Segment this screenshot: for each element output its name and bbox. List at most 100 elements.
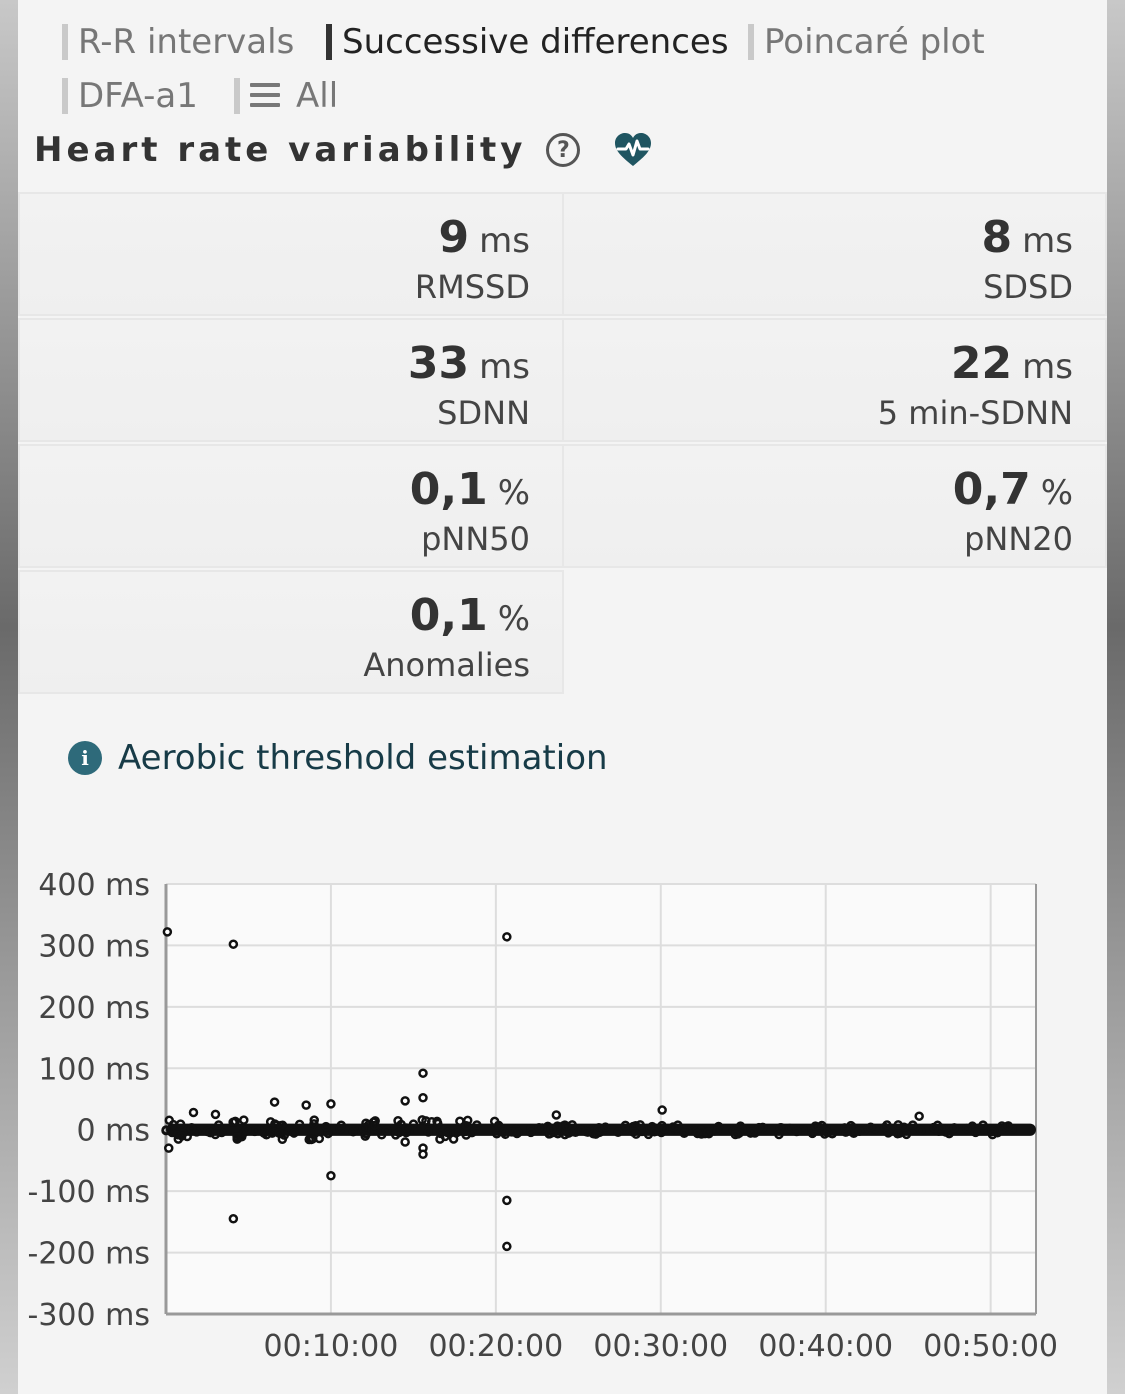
tab-all[interactable]: All	[234, 76, 338, 116]
outlier-point	[418, 1068, 428, 1078]
window-edge-right	[1107, 0, 1125, 1394]
metric-unit: ms	[479, 347, 530, 387]
data-point	[1003, 1121, 1014, 1131]
aerobic-threshold-link[interactable]: i Aerobic threshold estimation	[68, 738, 608, 778]
data-point	[489, 1116, 500, 1127]
data-point	[228, 1117, 238, 1127]
tab-successive-differences[interactable]: Successive differences	[326, 22, 729, 62]
data-point	[892, 1128, 903, 1139]
metric-rmssd: 9 ms RMSSD	[18, 192, 564, 316]
help-icon[interactable]: ?	[546, 133, 581, 167]
data-point	[213, 1120, 224, 1130]
data-point	[546, 1124, 557, 1134]
y-tick-label: -200 ms	[28, 1237, 150, 1272]
metric-unit: ms	[1022, 221, 1073, 261]
data-point	[668, 1122, 678, 1132]
data-point	[251, 1125, 261, 1136]
data-point	[274, 1128, 284, 1138]
y-tick-label: 0 ms	[77, 1114, 150, 1149]
data-point	[370, 1120, 380, 1131]
data-point	[306, 1134, 317, 1145]
data-point	[360, 1131, 370, 1141]
data-point	[747, 1126, 758, 1137]
data-point	[822, 1127, 833, 1138]
section-header: Heart rate variability ?	[34, 126, 652, 174]
metric-5min-sdnn: 22 ms 5 min-SDNN	[562, 318, 1107, 442]
metric-label: Anomalies	[363, 646, 530, 684]
tab-label: DFA-a1	[78, 76, 198, 116]
metric-label: pNN50	[421, 520, 530, 558]
data-point	[659, 1124, 670, 1134]
data-point	[309, 1115, 319, 1125]
outlier-point	[228, 1214, 239, 1224]
data-point	[545, 1129, 555, 1139]
data-point	[949, 1123, 959, 1133]
outlier-point	[163, 1143, 174, 1153]
tab-poincare-plot[interactable]: Poincaré plot	[748, 22, 985, 62]
metric-unit: %	[1040, 473, 1073, 513]
data-point	[970, 1127, 981, 1138]
metric-unit: ms	[1022, 347, 1073, 387]
outlier-point	[210, 1109, 221, 1120]
metric-unit: %	[497, 473, 530, 513]
data-point	[961, 1123, 972, 1134]
data-point	[827, 1129, 838, 1139]
outlier-point	[418, 1093, 428, 1103]
y-tick-label: 300 ms	[38, 929, 150, 964]
x-tick-label: 00:40:00	[758, 1329, 893, 1364]
outlier-point	[269, 1097, 280, 1107]
data-point	[757, 1122, 768, 1133]
tab-label: All	[296, 76, 339, 116]
x-tick-label: 00:50:00	[923, 1329, 1058, 1364]
page-title: Heart rate variability	[34, 130, 527, 170]
tab-rr-intervals[interactable]: R-R intervals	[62, 22, 294, 62]
heart-pulse-icon	[615, 133, 652, 166]
data-point	[348, 1127, 358, 1137]
tab-label: Successive differences	[342, 22, 729, 62]
metric-label: pNN20	[964, 520, 1073, 558]
outlier-point	[228, 939, 239, 949]
data-point	[649, 1126, 660, 1137]
outlier-point	[502, 1195, 512, 1206]
data-point	[635, 1120, 645, 1130]
tab-label: Poincaré plot	[764, 22, 985, 62]
data-point	[526, 1127, 536, 1138]
data-point	[336, 1120, 346, 1130]
data-point	[754, 1122, 764, 1133]
tab-dfa-a1[interactable]: DFA-a1	[62, 76, 198, 116]
data-point	[401, 1127, 411, 1138]
data-point	[370, 1116, 380, 1126]
data-point	[712, 1125, 722, 1136]
aerobic-threshold-label: Aerobic threshold estimation	[118, 738, 608, 778]
data-point	[164, 1115, 175, 1126]
data-point	[381, 1125, 392, 1135]
metric-value: 9	[438, 212, 470, 263]
plot-area	[166, 884, 1036, 1314]
data-point	[461, 1120, 472, 1131]
hrv-panel: R-R intervals Successive differences Poi…	[18, 0, 1107, 1394]
metric-value: 0,7	[952, 464, 1031, 515]
data-point	[451, 1128, 462, 1138]
metric-sdsd: 8 ms SDSD	[562, 192, 1107, 316]
metric-label: SDSD	[983, 268, 1073, 306]
y-tick-label: 100 ms	[38, 1052, 150, 1087]
data-point	[944, 1128, 954, 1139]
x-tick-label: 00:10:00	[264, 1329, 399, 1364]
tab-label: R-R intervals	[78, 22, 295, 62]
outlier-point	[502, 1241, 512, 1252]
data-point	[620, 1120, 631, 1131]
data-point	[600, 1122, 611, 1132]
data-point	[534, 1122, 544, 1133]
metric-anomalies: 0,1% Anomalies	[18, 570, 564, 694]
data-point	[840, 1127, 851, 1137]
data-point	[210, 1129, 221, 1140]
window-edge-left	[0, 0, 18, 1394]
metric-unit: %	[497, 599, 530, 639]
data-point	[692, 1128, 703, 1139]
data-point	[472, 1120, 482, 1130]
metric-value: 0,1	[409, 464, 488, 515]
outlier-point	[914, 1111, 924, 1121]
data-point	[417, 1115, 427, 1125]
metric-label: 5 min-SDNN	[877, 394, 1073, 432]
data-point	[239, 1115, 249, 1125]
